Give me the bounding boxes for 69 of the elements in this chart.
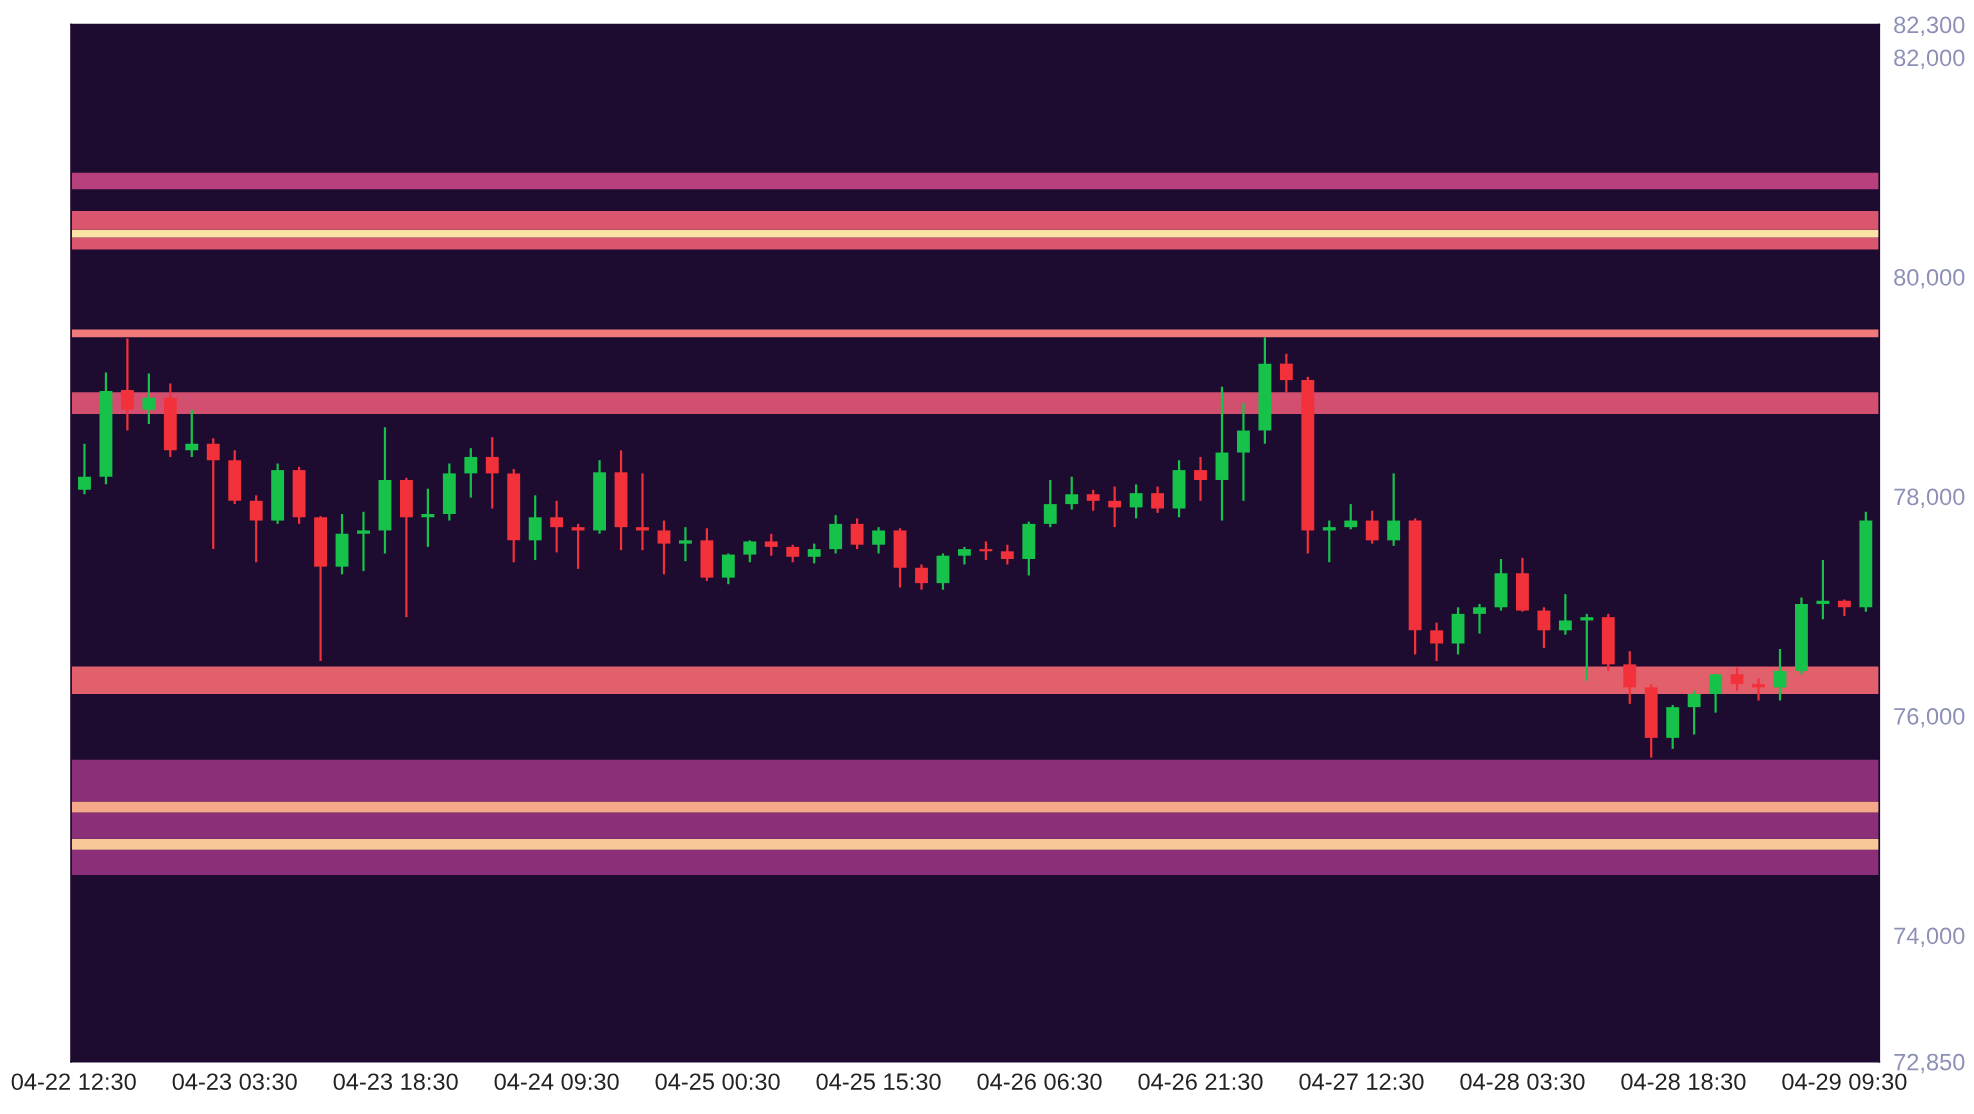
candlestick: [1709, 673, 1723, 714]
candlestick: [1043, 478, 1057, 529]
candlestick: [636, 472, 649, 552]
x-tick-label: 04-22 12:30: [11, 1073, 136, 1091]
candlestick: [528, 494, 542, 562]
y-tick-label: 76,000: [1894, 708, 1965, 728]
y-tick-label: 78,000: [1894, 488, 1965, 509]
candlestick: [1279, 352, 1293, 394]
candlestick: [1580, 612, 1594, 682]
candlestick: [1000, 543, 1014, 566]
candlestick: [1065, 475, 1079, 511]
y-tick-label: 80,000: [1894, 269, 1965, 289]
candlestick: [657, 519, 671, 576]
candlestick: [249, 494, 263, 564]
candlestick: [1752, 677, 1765, 702]
candlestick: [571, 522, 585, 570]
y-tick-label: 82,300: [1894, 16, 1965, 37]
candlestick: [78, 442, 91, 496]
x-tick-label: 04-23 18:30: [333, 1073, 458, 1091]
y-tick-label: 72,850: [1894, 1053, 1965, 1074]
candlestick: [721, 552, 735, 586]
candlestick: [1687, 689, 1701, 736]
candlestick: [979, 540, 993, 562]
candlestick: [1194, 455, 1207, 502]
candlestick: [1387, 472, 1401, 547]
candlestick: [678, 526, 692, 563]
x-tick-label: 04-26 21:30: [1138, 1073, 1263, 1091]
x-tick-label: 04-25 15:30: [816, 1073, 941, 1091]
candlestick: [120, 337, 134, 432]
candlestick: [1558, 593, 1572, 636]
candlestick: [1623, 650, 1637, 705]
candlestick: [421, 487, 435, 549]
candlestick: [185, 408, 199, 459]
candlestick: [850, 517, 864, 551]
candlestick: [1108, 485, 1122, 529]
candlestick: [1344, 503, 1358, 531]
x-tick-label: 04-27 12:30: [1299, 1073, 1424, 1091]
x-tick-label: 04-23 03:30: [172, 1073, 297, 1091]
candlestick: [1430, 621, 1444, 663]
candlestick: [1151, 485, 1165, 514]
candlestick: [1365, 509, 1379, 545]
x-tick-label: 04-25 00:30: [655, 1073, 780, 1091]
x-tick-label: 04-28 18:30: [1621, 1073, 1746, 1091]
candlestick: [1129, 483, 1143, 520]
candlestick: [872, 526, 886, 555]
candlestick: [1086, 488, 1100, 512]
candlestick: [357, 510, 370, 573]
candlestick: [807, 542, 821, 565]
y-tick-label: 74,000: [1894, 927, 1965, 948]
candlestick: [764, 532, 778, 557]
x-tick-label: 04-26 06:30: [977, 1073, 1102, 1091]
x-tick-label: 04-29 09:30: [1782, 1073, 1907, 1091]
y-tick-label: 82,000: [1894, 49, 1965, 70]
candlestick: [1773, 647, 1787, 702]
candlestick: [1816, 558, 1830, 621]
candlestick: [1473, 602, 1486, 635]
candlestick: [915, 563, 928, 591]
candlestick: [142, 372, 156, 426]
candlestick: [464, 447, 478, 499]
x-tick-label: 04-28 03:30: [1460, 1073, 1585, 1091]
candlestick: [485, 436, 499, 510]
x-tick-label: 04-24 09:30: [494, 1073, 619, 1091]
candlestick: [206, 437, 220, 551]
candlestick: [1537, 606, 1551, 649]
candlestick: [1730, 666, 1744, 692]
candlestick: [743, 539, 757, 564]
candlestick: [1236, 402, 1250, 502]
candlestick: [1322, 519, 1336, 564]
candlestick: [550, 499, 564, 554]
